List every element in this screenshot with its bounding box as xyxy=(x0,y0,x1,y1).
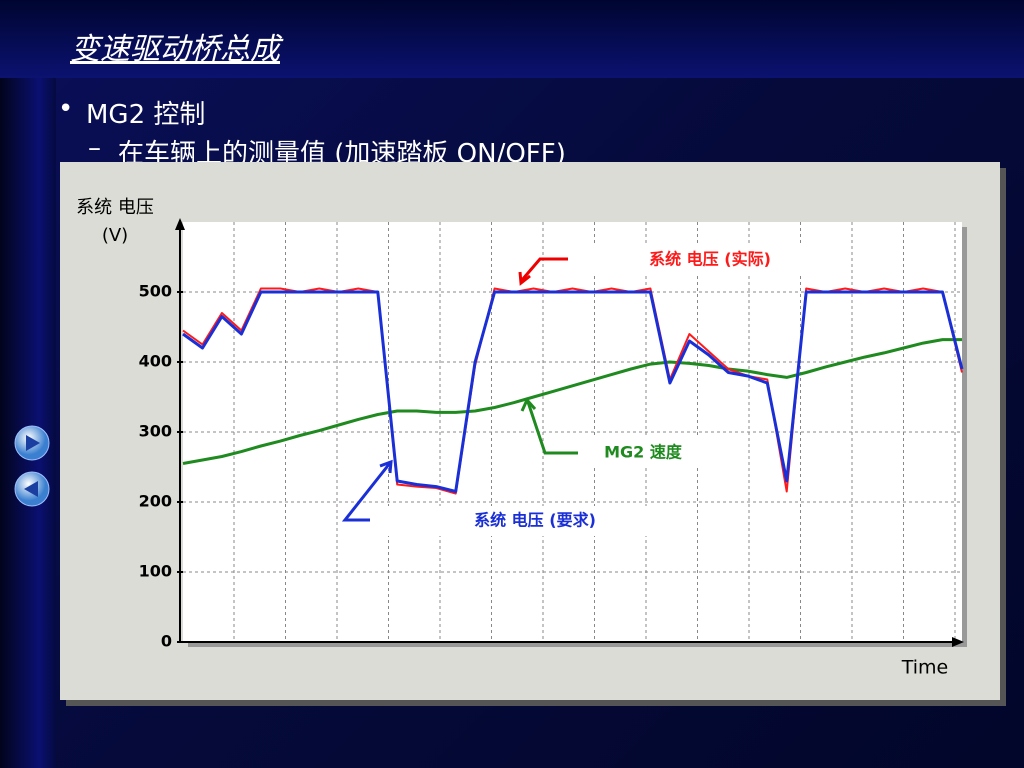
annotation-arrow-head xyxy=(520,397,537,412)
bullet: MG2 控制 xyxy=(86,100,206,130)
side-band xyxy=(0,0,56,768)
dash: – xyxy=(88,133,101,163)
label-box xyxy=(585,245,810,275)
label-box xyxy=(372,506,657,536)
x-arrow xyxy=(952,637,964,647)
y-arrow xyxy=(175,218,185,230)
y-tick-label: 500 xyxy=(139,282,172,301)
y-tick-label: 0 xyxy=(161,632,172,651)
series-label: 系统 电压 (要求) xyxy=(474,511,596,530)
y-axis-label: 系统 电压 xyxy=(76,197,154,218)
y-tick-label: 300 xyxy=(139,422,172,441)
annotation-arrow xyxy=(526,401,578,455)
series-line xyxy=(182,290,964,493)
label-box xyxy=(583,438,703,468)
y-axis-unit: (V) xyxy=(102,225,128,246)
series-label: MG2 速度 xyxy=(604,443,683,462)
series-line xyxy=(182,338,962,465)
annotation-arrow-head xyxy=(379,459,393,474)
y-tick-label: 100 xyxy=(139,562,172,581)
x-axis-label: Time xyxy=(901,657,949,679)
annotation-arrow xyxy=(341,462,392,522)
annotation-arrow-head xyxy=(518,271,531,286)
top-band xyxy=(0,0,1024,78)
y-tick-label: 200 xyxy=(139,492,172,511)
y-tick-label: 400 xyxy=(139,352,172,371)
slide-title: 变速驱动桥总成 xyxy=(70,32,280,67)
nav-buttons xyxy=(14,425,50,507)
prev-button[interactable] xyxy=(14,471,50,507)
bullet-dot: • xyxy=(58,94,74,124)
series-label: 系统 电压 (实际) xyxy=(649,250,771,269)
next-button[interactable] xyxy=(14,425,50,461)
annotation-arrow xyxy=(520,257,568,281)
